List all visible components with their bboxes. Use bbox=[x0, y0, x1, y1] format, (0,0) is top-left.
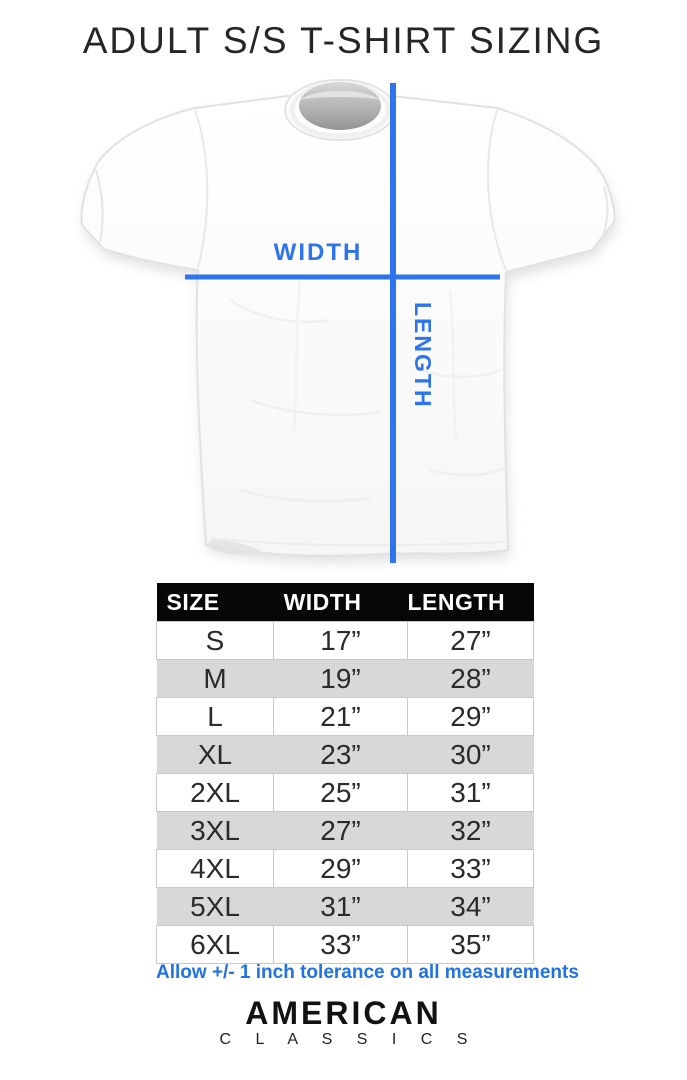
cell-width: 23” bbox=[273, 735, 408, 774]
brand-name-classics: C L A S S I C S bbox=[219, 1031, 478, 1048]
cell-length: 28” bbox=[407, 659, 534, 698]
cell-size: S bbox=[156, 621, 274, 660]
cell-length: 27” bbox=[407, 621, 534, 660]
cell-width: 31” bbox=[273, 887, 408, 926]
cell-length: 29” bbox=[407, 697, 534, 736]
tshirt-illustration bbox=[80, 79, 617, 563]
cell-length: 35” bbox=[407, 925, 534, 964]
cell-size: M bbox=[156, 659, 274, 698]
table-row: 3XL 27” 32” bbox=[156, 811, 534, 850]
cell-size: 4XL bbox=[156, 849, 274, 888]
length-label: LENGTH bbox=[410, 302, 436, 409]
cell-size: XL bbox=[156, 735, 274, 774]
right-cuff-fold bbox=[599, 185, 609, 245]
cell-width: 27” bbox=[273, 811, 408, 850]
cell-length: 34” bbox=[407, 887, 534, 926]
collar-opening bbox=[299, 82, 381, 130]
left-cuff-fold bbox=[95, 169, 104, 243]
table-row: M 19” 28” bbox=[156, 659, 534, 698]
cell-width: 33” bbox=[273, 925, 408, 964]
table-row: L 21” 29” bbox=[156, 697, 534, 736]
right-armhole-seam bbox=[486, 109, 507, 271]
table-row: 2XL 25” 31” bbox=[156, 773, 534, 812]
table-row: 4XL 29” 33” bbox=[156, 849, 534, 888]
table-row: S 17” 27” bbox=[156, 621, 534, 660]
cell-size: 5XL bbox=[156, 887, 274, 926]
tolerance-note: Allow +/- 1 inch tolerance on all measur… bbox=[156, 962, 579, 983]
table-row: 6XL 33” 35” bbox=[156, 925, 534, 964]
width-label: WIDTH bbox=[273, 239, 363, 266]
table-row: XL 23” 30” bbox=[156, 735, 534, 774]
cell-size: 2XL bbox=[156, 773, 274, 812]
brand-name-american: AMERICAN bbox=[245, 995, 442, 1031]
cell-size: 3XL bbox=[156, 811, 274, 850]
shirt-body bbox=[80, 95, 616, 557]
left-armhole-seam bbox=[194, 109, 209, 269]
hem-stitch bbox=[209, 537, 507, 547]
col-header-width: WIDTH bbox=[273, 583, 408, 622]
cell-length: 32” bbox=[407, 811, 534, 850]
cell-width: 19” bbox=[273, 659, 408, 698]
cell-size: 6XL bbox=[156, 925, 274, 964]
cell-length: 31” bbox=[407, 773, 534, 812]
cell-width: 17” bbox=[273, 621, 408, 660]
page-title: ADULT S/S T-SHIRT SIZING bbox=[82, 20, 605, 61]
col-header-size: SIZE bbox=[156, 583, 274, 622]
table-row: 5XL 31” 34” bbox=[156, 887, 534, 926]
brand-logo: AMERICAN C L A S S I C S bbox=[0, 997, 687, 1050]
cell-width: 21” bbox=[273, 697, 408, 736]
cell-length: 30” bbox=[407, 735, 534, 774]
col-header-length: LENGTH bbox=[407, 583, 534, 622]
cell-width: 29” bbox=[273, 849, 408, 888]
cell-length: 33” bbox=[407, 849, 534, 888]
cell-size: L bbox=[156, 697, 274, 736]
size-chart-table: SIZE WIDTH LENGTH S 17” 27” M 19” 28” L … bbox=[156, 583, 534, 964]
table-header-row: SIZE WIDTH LENGTH bbox=[156, 583, 534, 622]
collar-inner-highlight bbox=[300, 91, 380, 100]
wrinkle-lines bbox=[229, 279, 505, 503]
hem-fold-shadow bbox=[206, 540, 262, 555]
cell-width: 25” bbox=[273, 773, 408, 812]
